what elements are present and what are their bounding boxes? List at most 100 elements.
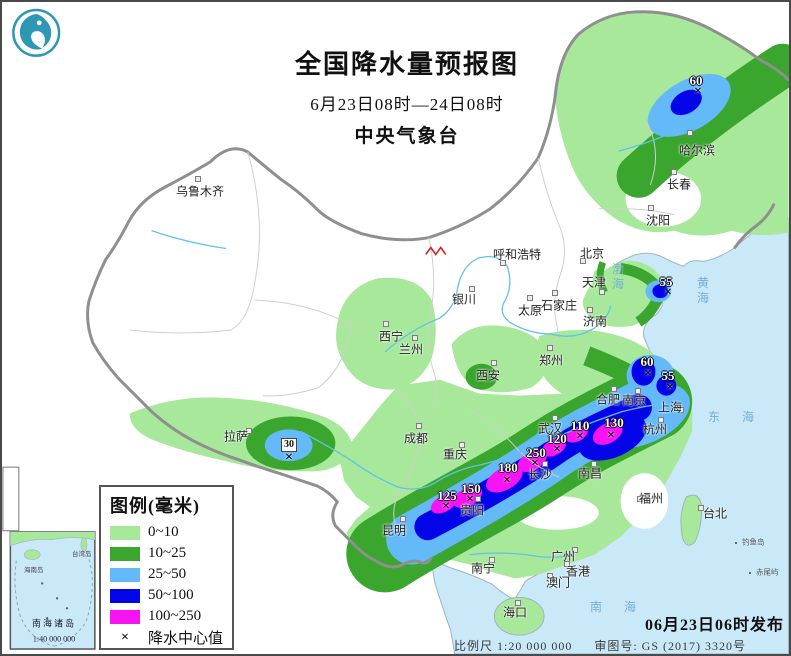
review-number: 审图号: GS (2017) 3320号: [594, 639, 747, 653]
legend-label: 10~25: [148, 545, 187, 561]
island-label: 钓鱼岛: [742, 537, 765, 547]
legend-row: 100~250: [110, 606, 224, 627]
inset-island-label: 台湾岛: [72, 551, 92, 558]
city-label: 成都: [403, 431, 429, 446]
forecast-period: 6月23日08时—24日08时: [310, 95, 504, 114]
pearl-river: [469, 552, 574, 558]
rain-center-value: 30: [281, 438, 297, 452]
rain-center-value: 60: [640, 354, 654, 369]
legend-row: 10~25: [110, 543, 224, 564]
sea-label: 南海: [590, 600, 659, 614]
map-scale: 比例尺 1:20 000 000: [454, 639, 573, 653]
legend-row-center-value: × 降水中心值: [110, 627, 224, 648]
city-label: 海口: [502, 605, 528, 620]
city-label: 银川: [451, 292, 477, 307]
rivers: [151, 112, 704, 558]
rain-center-cross: ×: [664, 285, 672, 300]
legend-label: 50~100: [148, 587, 194, 603]
city-label: 长春: [666, 177, 692, 192]
rain-center-value: 110: [570, 418, 590, 433]
city-dot: [580, 258, 586, 264]
city-dot: [469, 286, 475, 292]
city-dot: [678, 407, 684, 413]
city-dot: [489, 557, 495, 563]
legend-swatch: [110, 567, 140, 582]
city-label: 广州: [550, 549, 576, 564]
great-wall-symbol: [425, 246, 447, 256]
legend-row: 50~100: [110, 585, 224, 606]
city-dot: [547, 573, 553, 579]
city-dot: [648, 205, 654, 211]
inset-title: 南海诸岛: [31, 618, 77, 629]
rain-center-cross: ×: [644, 366, 652, 381]
rain-center-cross: ×: [553, 442, 561, 457]
city-label: 上海: [657, 400, 683, 415]
city-label: 呼和浩特: [492, 247, 542, 262]
city-label: 南昌: [577, 466, 603, 481]
rain-center-cross: ×: [666, 380, 674, 395]
city-dot: [658, 417, 664, 423]
legend-title: 图例(毫米): [110, 496, 200, 516]
yellow-river: [384, 256, 612, 353]
rain-center-value: 150: [461, 481, 481, 496]
scale-line: 比例尺 1:20 000 000 审图号: GS (2017) 3320号: [454, 637, 764, 654]
rain-center-value: 180: [498, 460, 518, 475]
city-label: 兰州: [398, 342, 424, 357]
cma-dragon-logo-icon: [12, 8, 61, 57]
sea-label: 东海: [708, 410, 777, 424]
legend-swatch: [110, 546, 140, 561]
legend-box: 图例(毫米) 0~10 10~25 25~50 50~100 100~250 × 降水中…: [99, 485, 234, 650]
city-label: 拉萨: [223, 429, 249, 444]
island-dot: [749, 572, 751, 574]
city-dot: [491, 360, 497, 366]
city-dot: [687, 130, 693, 136]
legend-label: 25~50: [148, 566, 187, 582]
city-dot: [587, 307, 593, 313]
city-dot: [547, 345, 553, 351]
title-block: 全国降水量预报图 6月23日08时—24日08时 中央气象台: [232, 44, 582, 148]
rain-center-value: 130: [604, 415, 624, 430]
city-label: 太原: [517, 303, 543, 318]
inset-scale: 1:40 000 000: [32, 634, 76, 644]
city-dot: [637, 496, 643, 502]
rain-center-cross: ×: [466, 492, 474, 507]
taiwan-island: [680, 494, 702, 546]
partial-inset-box: [2, 466, 20, 532]
rain-center-value: 120: [547, 431, 567, 446]
city-dot: [635, 388, 641, 394]
city-label: 郑州: [538, 353, 564, 368]
rain-center-value: 55: [659, 274, 673, 289]
city-label: 石家庄: [540, 298, 578, 313]
yangtze-river: [300, 402, 667, 490]
city-dot: [552, 415, 558, 421]
legend-rows: 0~10 10~25 25~50 50~100 100~250: [110, 522, 224, 627]
sea-label: 黄海: [696, 276, 710, 305]
province-boundaries: [129, 121, 675, 527]
city-dot: [591, 461, 597, 467]
legend-row: 25~50: [110, 564, 224, 585]
city-label: 济南: [582, 314, 608, 329]
city-label: 重庆: [442, 447, 468, 462]
city-label: 贵阳: [459, 503, 485, 518]
city-label: 长沙: [527, 467, 553, 482]
city-dot: [195, 176, 201, 182]
island-dot: [735, 542, 737, 544]
city-label: 哈尔滨: [678, 143, 716, 158]
city-label: 香港: [565, 564, 591, 579]
city-dot: [527, 295, 533, 301]
city-label: 沈阳: [645, 213, 671, 228]
city-dot: [572, 547, 578, 553]
city-label: 昆明: [381, 523, 407, 538]
legend-swatch: [110, 609, 140, 624]
legend-label: 0~10: [148, 524, 179, 540]
city-dot: [416, 423, 422, 429]
legend-swatch: [110, 525, 140, 540]
city-label: 西宁: [378, 329, 404, 344]
city-label: 合肥: [595, 392, 621, 407]
rain-center-cross: ×: [607, 428, 615, 443]
city-label: 西安: [475, 368, 501, 383]
city-dot: [671, 169, 677, 175]
city-dot: [698, 505, 704, 511]
rain-center-cross: ×: [442, 499, 450, 514]
